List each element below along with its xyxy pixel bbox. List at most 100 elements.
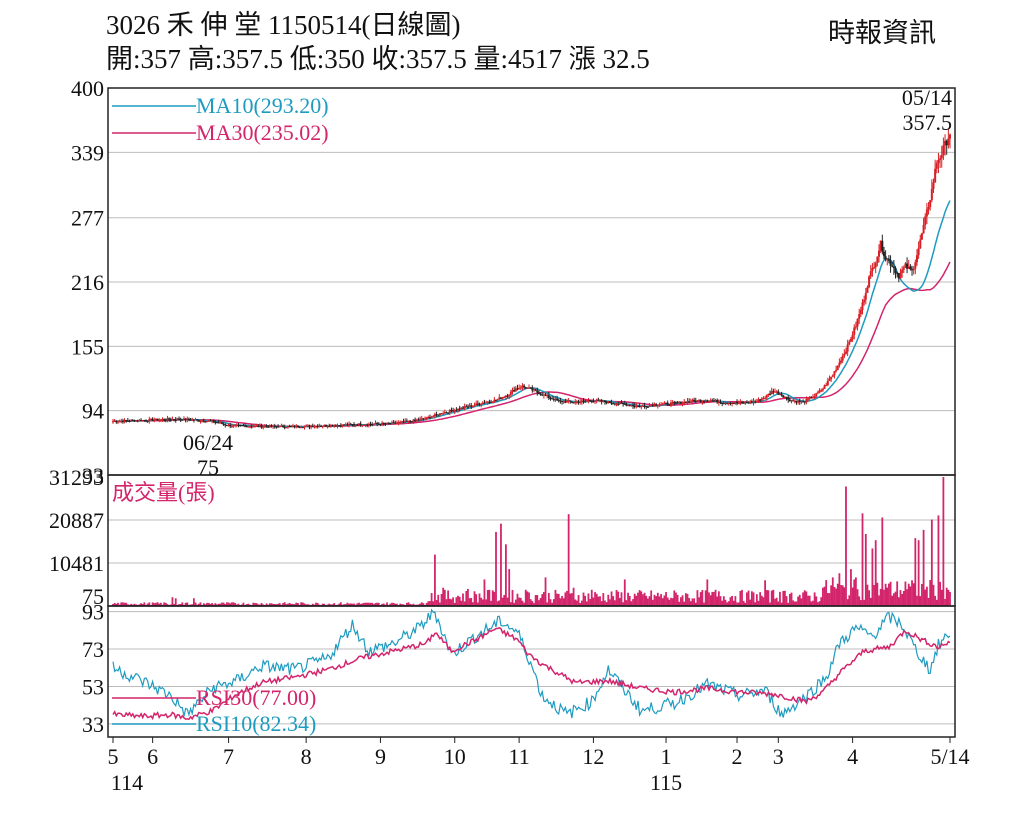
candle-body [504,395,507,397]
candle-body [116,421,119,423]
candle-body [580,400,583,402]
candle-body [790,400,793,402]
volume-bar [521,600,524,606]
candle-body [731,403,734,405]
volume-bar [159,602,162,606]
candle-body [757,399,760,402]
volume-bar [627,592,629,606]
candle-body [239,424,242,426]
x-year-label: 115 [650,770,682,795]
volume-bar [625,600,628,606]
candle-body [551,398,554,400]
high-value-label: 357.5 [903,110,953,135]
volume-bar [551,602,554,606]
candle-body [727,403,730,405]
candle-body [389,423,392,425]
candle-body [372,423,375,425]
volume-bar [579,602,582,606]
axis-labels: 4003392772161559433MA10(293.20)MA30(235.… [49,76,970,795]
volume-bar [721,600,724,606]
candle-body [911,269,914,271]
volume-bar [447,590,450,606]
candle-body [508,394,511,396]
candle-body [816,392,819,394]
volume-bar [792,600,795,606]
volume-bar [330,604,332,606]
candle-body [833,371,836,376]
candle-body [849,338,852,342]
volume-bar [227,602,230,606]
candles [112,128,951,430]
candle-body [204,421,207,423]
volume-bar [807,595,809,606]
volume-bar [257,604,260,606]
volume-bar [597,596,600,606]
candle-body [452,410,455,412]
volume-bar [300,602,303,606]
candle-body [782,395,785,398]
candle-body [594,400,597,402]
volume-bar [630,601,633,606]
candle-body [925,209,928,217]
volume-bar [242,602,245,606]
volume-bar [211,603,213,606]
candle-body [651,405,654,407]
candle-body [815,393,818,397]
volume-bar [115,603,118,606]
candle-body [202,420,205,422]
volume-bar [742,600,745,606]
candle-body [419,418,422,420]
candle-body [879,240,882,251]
candle-body [547,395,550,398]
volume-bar [858,596,861,606]
candle-body [881,240,884,252]
volume-bar [254,603,256,606]
candle-body [868,276,871,288]
candle-body [901,269,904,273]
candle-body [130,420,133,422]
candle-body [303,426,306,428]
candle-body [141,420,144,422]
volume-bar [711,591,714,606]
volume-bar [516,593,519,606]
volume-bar [854,577,857,606]
candle-body [453,410,456,412]
candle-body [711,400,714,402]
volume-bar [572,587,575,606]
candle-body [235,424,238,426]
volume-bar [714,589,717,606]
volume-bar [221,602,223,606]
candle-body [286,426,289,428]
volume-bar [810,601,813,606]
candle-body [605,401,608,404]
candle-body [736,402,739,404]
volume-bar [275,604,278,606]
volume-bar [661,598,664,606]
candle-body [495,399,498,401]
candle-body [153,420,156,422]
candle-body [569,400,572,402]
volume-bar [868,590,871,606]
volume-bar [222,602,225,606]
candle-body [671,402,674,404]
volume-bar [595,593,598,606]
candle-body [597,399,600,401]
candle-body [795,400,798,403]
candle-body [615,403,618,405]
volume-bar [361,603,364,606]
volume-bar [937,515,940,606]
volume-bar [620,592,623,606]
candle-body [882,251,885,257]
x-month-label: 7 [223,744,234,769]
volume-bar [155,602,157,606]
candle-body [780,394,783,396]
candle-body [374,423,377,425]
candle-body [585,400,588,402]
candle-body [892,266,895,268]
candle-body [186,418,189,421]
candle-body [734,402,737,404]
price-tick-label: 216 [71,270,104,295]
volume-bar [594,592,596,606]
volume-bar [184,602,187,606]
candle-body [922,225,925,234]
